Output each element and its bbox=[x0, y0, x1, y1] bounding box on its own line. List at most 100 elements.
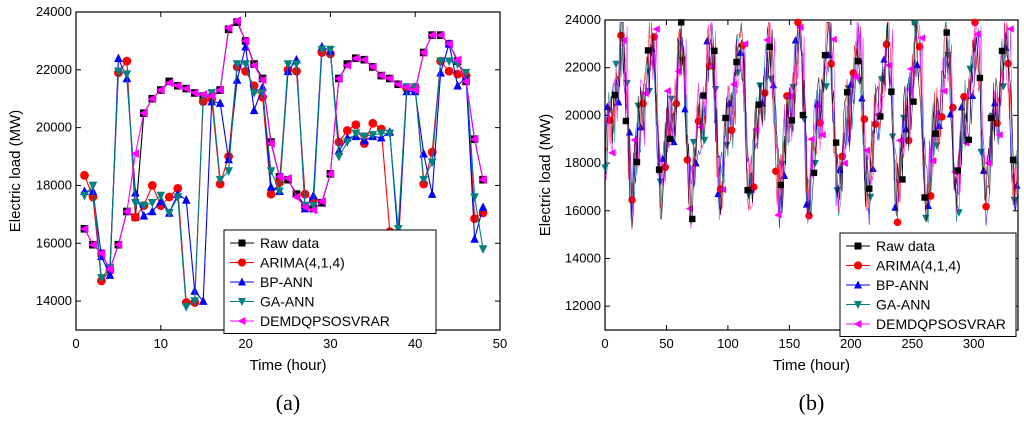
data-point-bpann bbox=[198, 296, 208, 305]
data-point-gaann bbox=[215, 175, 225, 185]
data-point-dem bbox=[940, 87, 948, 95]
data-point-dem bbox=[469, 134, 479, 144]
data-point-bpann bbox=[436, 67, 445, 77]
data-point-raw bbox=[1009, 156, 1017, 164]
y-tick-label: 20000 bbox=[36, 120, 72, 135]
data-point-dem bbox=[862, 146, 871, 155]
panel-label-a: (a) bbox=[276, 390, 300, 415]
data-point-bpann bbox=[681, 104, 689, 113]
data-point-dem bbox=[884, 61, 893, 69]
data-point-gaann bbox=[258, 89, 267, 98]
data-point-arima bbox=[122, 56, 132, 66]
data-point-dem bbox=[105, 264, 114, 274]
data-point-bpann bbox=[156, 196, 166, 206]
legend-box bbox=[223, 229, 437, 334]
legend-marker bbox=[238, 239, 246, 247]
data-point-arima bbox=[351, 120, 361, 130]
data-point-raw bbox=[810, 169, 818, 177]
data-point-dem bbox=[652, 25, 660, 33]
data-point-bpann bbox=[266, 182, 276, 191]
data-point-gaann bbox=[249, 89, 259, 98]
data-point-gaann bbox=[393, 225, 403, 234]
data-point-dem bbox=[249, 61, 258, 70]
x-tick-label: 50 bbox=[493, 336, 507, 351]
data-point-gaann bbox=[427, 158, 437, 168]
data-point-gaann bbox=[385, 129, 395, 139]
data-point-dem bbox=[418, 48, 428, 57]
data-point-raw bbox=[755, 101, 762, 108]
data-point-dem bbox=[851, 73, 859, 81]
data-point-gaann bbox=[368, 131, 378, 140]
data-point-raw bbox=[910, 98, 917, 105]
data-point-arima bbox=[827, 59, 835, 68]
data-point-gaann bbox=[419, 175, 428, 185]
data-point-dem bbox=[928, 157, 937, 165]
legend-label: Raw data bbox=[876, 238, 935, 254]
data-point-arima bbox=[982, 202, 990, 211]
data-point-arima bbox=[772, 167, 780, 176]
data-point-arima bbox=[164, 192, 174, 202]
data-point-bpann bbox=[232, 75, 242, 84]
data-point-raw bbox=[932, 130, 939, 137]
data-point-dem bbox=[359, 55, 369, 64]
data-point-dem bbox=[685, 204, 694, 213]
data-point-dem bbox=[113, 240, 123, 250]
chart-a-xlabel: Time (hour) bbox=[250, 357, 327, 374]
data-point-dem bbox=[274, 172, 284, 182]
y-tick-label: 14000 bbox=[565, 250, 601, 265]
data-point-dem bbox=[96, 249, 106, 258]
data-point-gaann bbox=[933, 142, 941, 150]
data-point-dem bbox=[223, 23, 233, 33]
data-point-arima bbox=[130, 212, 140, 222]
data-point-gaann bbox=[436, 57, 445, 66]
data-point-arima bbox=[727, 126, 736, 135]
chart-b-xlabel: Time (hour) bbox=[773, 357, 850, 374]
data-point-dem bbox=[325, 169, 335, 179]
data-point-gaann bbox=[689, 138, 698, 147]
data-point-gaann bbox=[351, 129, 361, 139]
legend-marker bbox=[237, 317, 246, 325]
data-point-bpann bbox=[131, 187, 140, 197]
x-tick-label: 30 bbox=[323, 336, 337, 351]
data-point-raw bbox=[622, 117, 630, 125]
x-tick-label: 20 bbox=[238, 336, 252, 351]
x-tick-label: 150 bbox=[779, 336, 801, 351]
data-point-gaann bbox=[148, 199, 157, 208]
data-point-raw bbox=[799, 111, 807, 119]
data-point-dem bbox=[257, 75, 267, 85]
x-tick-label: 200 bbox=[840, 336, 862, 351]
data-point-arima bbox=[342, 126, 352, 135]
y-tick-label: 18000 bbox=[36, 177, 72, 192]
chart-a-ticks: 0 10 20 30 40 50 14000 16000 18000 20000 22000 2400… bbox=[36, 4, 507, 351]
data-point-gaann bbox=[866, 193, 875, 202]
y-tick-label: 16000 bbox=[565, 203, 601, 218]
data-point-gaann bbox=[164, 209, 174, 218]
data-point-bpann bbox=[427, 189, 437, 198]
chart-a-ylabel: Electric load (MW) bbox=[7, 110, 24, 233]
x-tick-label: 100 bbox=[717, 336, 739, 351]
legend-marker bbox=[854, 301, 862, 309]
data-point-bpann bbox=[891, 203, 899, 211]
data-point-dem bbox=[300, 202, 309, 212]
data-point-dem bbox=[740, 40, 749, 48]
x-tick-label: 250 bbox=[901, 336, 923, 351]
data-point-raw bbox=[689, 215, 696, 223]
data-point-gaann bbox=[80, 191, 89, 201]
data-point-gaann bbox=[88, 181, 98, 191]
data-point-arima bbox=[368, 118, 378, 128]
data-point-raw bbox=[899, 176, 906, 183]
chart-b-series bbox=[601, 18, 1021, 230]
legend-label: Raw data bbox=[260, 235, 319, 251]
data-point-dem bbox=[384, 74, 394, 83]
data-point-bpann bbox=[139, 211, 149, 220]
legend-label: DEMDQPSOSVRAR bbox=[260, 313, 390, 329]
data-point-dem bbox=[139, 108, 148, 118]
y-tick-label: 12000 bbox=[565, 298, 601, 313]
data-point-arima bbox=[893, 218, 902, 227]
data-point-dem bbox=[283, 173, 292, 183]
data-point-dem bbox=[410, 85, 419, 95]
data-point-gaann bbox=[700, 136, 709, 145]
data-point-dem bbox=[215, 85, 224, 95]
x-tick-label: 0 bbox=[72, 336, 79, 351]
data-point-dem bbox=[266, 139, 275, 148]
